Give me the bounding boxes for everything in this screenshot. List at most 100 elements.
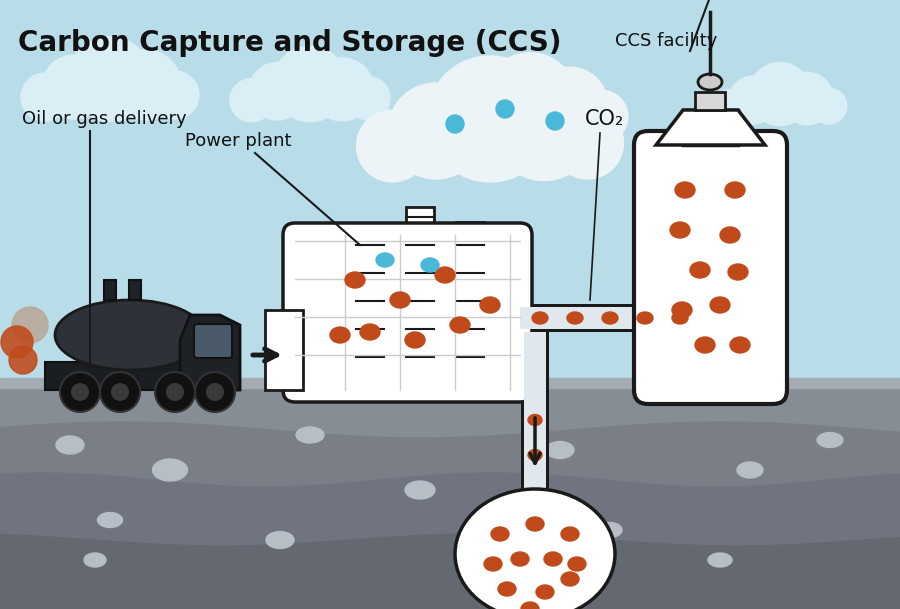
Ellipse shape (152, 459, 187, 481)
Ellipse shape (710, 297, 730, 313)
Ellipse shape (484, 557, 502, 571)
Ellipse shape (97, 513, 122, 527)
Circle shape (230, 79, 273, 122)
Ellipse shape (435, 267, 455, 283)
Circle shape (484, 53, 576, 145)
Circle shape (9, 346, 37, 374)
FancyBboxPatch shape (634, 131, 787, 404)
Bar (129, 280, 141, 300)
Ellipse shape (695, 337, 715, 353)
Bar (524, 332, 546, 609)
Ellipse shape (450, 317, 470, 333)
Bar (521, 329, 549, 609)
Ellipse shape (598, 523, 622, 538)
Ellipse shape (728, 264, 748, 280)
Circle shape (496, 100, 514, 118)
Ellipse shape (672, 312, 688, 324)
Circle shape (781, 72, 833, 125)
Ellipse shape (266, 532, 294, 549)
Text: Oil or gas delivery: Oil or gas delivery (22, 110, 186, 128)
Circle shape (195, 372, 235, 412)
Ellipse shape (568, 557, 586, 571)
Circle shape (166, 383, 184, 401)
FancyBboxPatch shape (283, 223, 532, 402)
Circle shape (427, 56, 553, 182)
Circle shape (455, 72, 526, 143)
Ellipse shape (390, 292, 410, 308)
Circle shape (552, 107, 624, 179)
Text: CCS facility: CCS facility (615, 32, 717, 50)
Bar (0, 378, 900, 388)
Ellipse shape (405, 332, 425, 348)
Ellipse shape (360, 324, 380, 340)
Circle shape (60, 372, 100, 412)
Ellipse shape (528, 449, 542, 460)
Circle shape (21, 73, 69, 121)
Ellipse shape (511, 552, 529, 566)
Ellipse shape (526, 517, 544, 531)
Bar (683, 110, 738, 145)
Bar (0, 382, 900, 609)
Ellipse shape (546, 442, 574, 459)
Circle shape (531, 67, 608, 144)
Bar (406, 207, 434, 382)
Ellipse shape (672, 302, 692, 318)
Circle shape (12, 307, 48, 343)
Ellipse shape (330, 327, 350, 343)
Text: Carbon Capture and Storage (CCS): Carbon Capture and Storage (CCS) (18, 29, 562, 57)
Circle shape (111, 383, 129, 401)
Circle shape (729, 76, 777, 124)
Ellipse shape (561, 527, 579, 541)
Circle shape (388, 83, 484, 179)
Bar (45, 362, 240, 390)
Ellipse shape (55, 300, 205, 370)
Ellipse shape (561, 572, 579, 586)
Text: Power plant: Power plant (185, 132, 292, 150)
Ellipse shape (708, 553, 732, 567)
Ellipse shape (720, 227, 740, 243)
Circle shape (432, 93, 485, 145)
Circle shape (356, 110, 428, 182)
Circle shape (206, 383, 224, 401)
Ellipse shape (536, 585, 554, 599)
Polygon shape (180, 315, 240, 390)
Ellipse shape (84, 553, 106, 567)
Circle shape (42, 55, 106, 119)
Bar (520, 304, 685, 332)
Circle shape (713, 90, 749, 125)
Ellipse shape (296, 427, 324, 443)
Circle shape (100, 372, 140, 412)
Circle shape (491, 76, 597, 180)
Polygon shape (656, 110, 765, 145)
Circle shape (749, 63, 812, 125)
Ellipse shape (690, 262, 710, 278)
Circle shape (155, 372, 195, 412)
Text: CO₂: CO₂ (585, 109, 625, 129)
Circle shape (346, 77, 390, 120)
Ellipse shape (544, 552, 562, 566)
Ellipse shape (567, 312, 583, 324)
Ellipse shape (675, 182, 695, 198)
Circle shape (310, 58, 374, 121)
Bar (520, 307, 685, 329)
Bar (265, 310, 303, 390)
Ellipse shape (725, 182, 745, 198)
Ellipse shape (521, 602, 539, 609)
Ellipse shape (737, 462, 763, 478)
Ellipse shape (56, 436, 84, 454)
Ellipse shape (405, 481, 435, 499)
Ellipse shape (421, 258, 439, 272)
Ellipse shape (528, 415, 542, 426)
Circle shape (68, 37, 152, 121)
Circle shape (272, 46, 347, 122)
Bar (356, 227, 384, 382)
Bar (456, 222, 484, 382)
Ellipse shape (532, 312, 548, 324)
Ellipse shape (670, 222, 690, 238)
Bar (104, 280, 116, 300)
Circle shape (111, 50, 181, 120)
Ellipse shape (602, 312, 618, 324)
Ellipse shape (817, 432, 843, 448)
Circle shape (71, 383, 89, 401)
Circle shape (575, 90, 628, 143)
